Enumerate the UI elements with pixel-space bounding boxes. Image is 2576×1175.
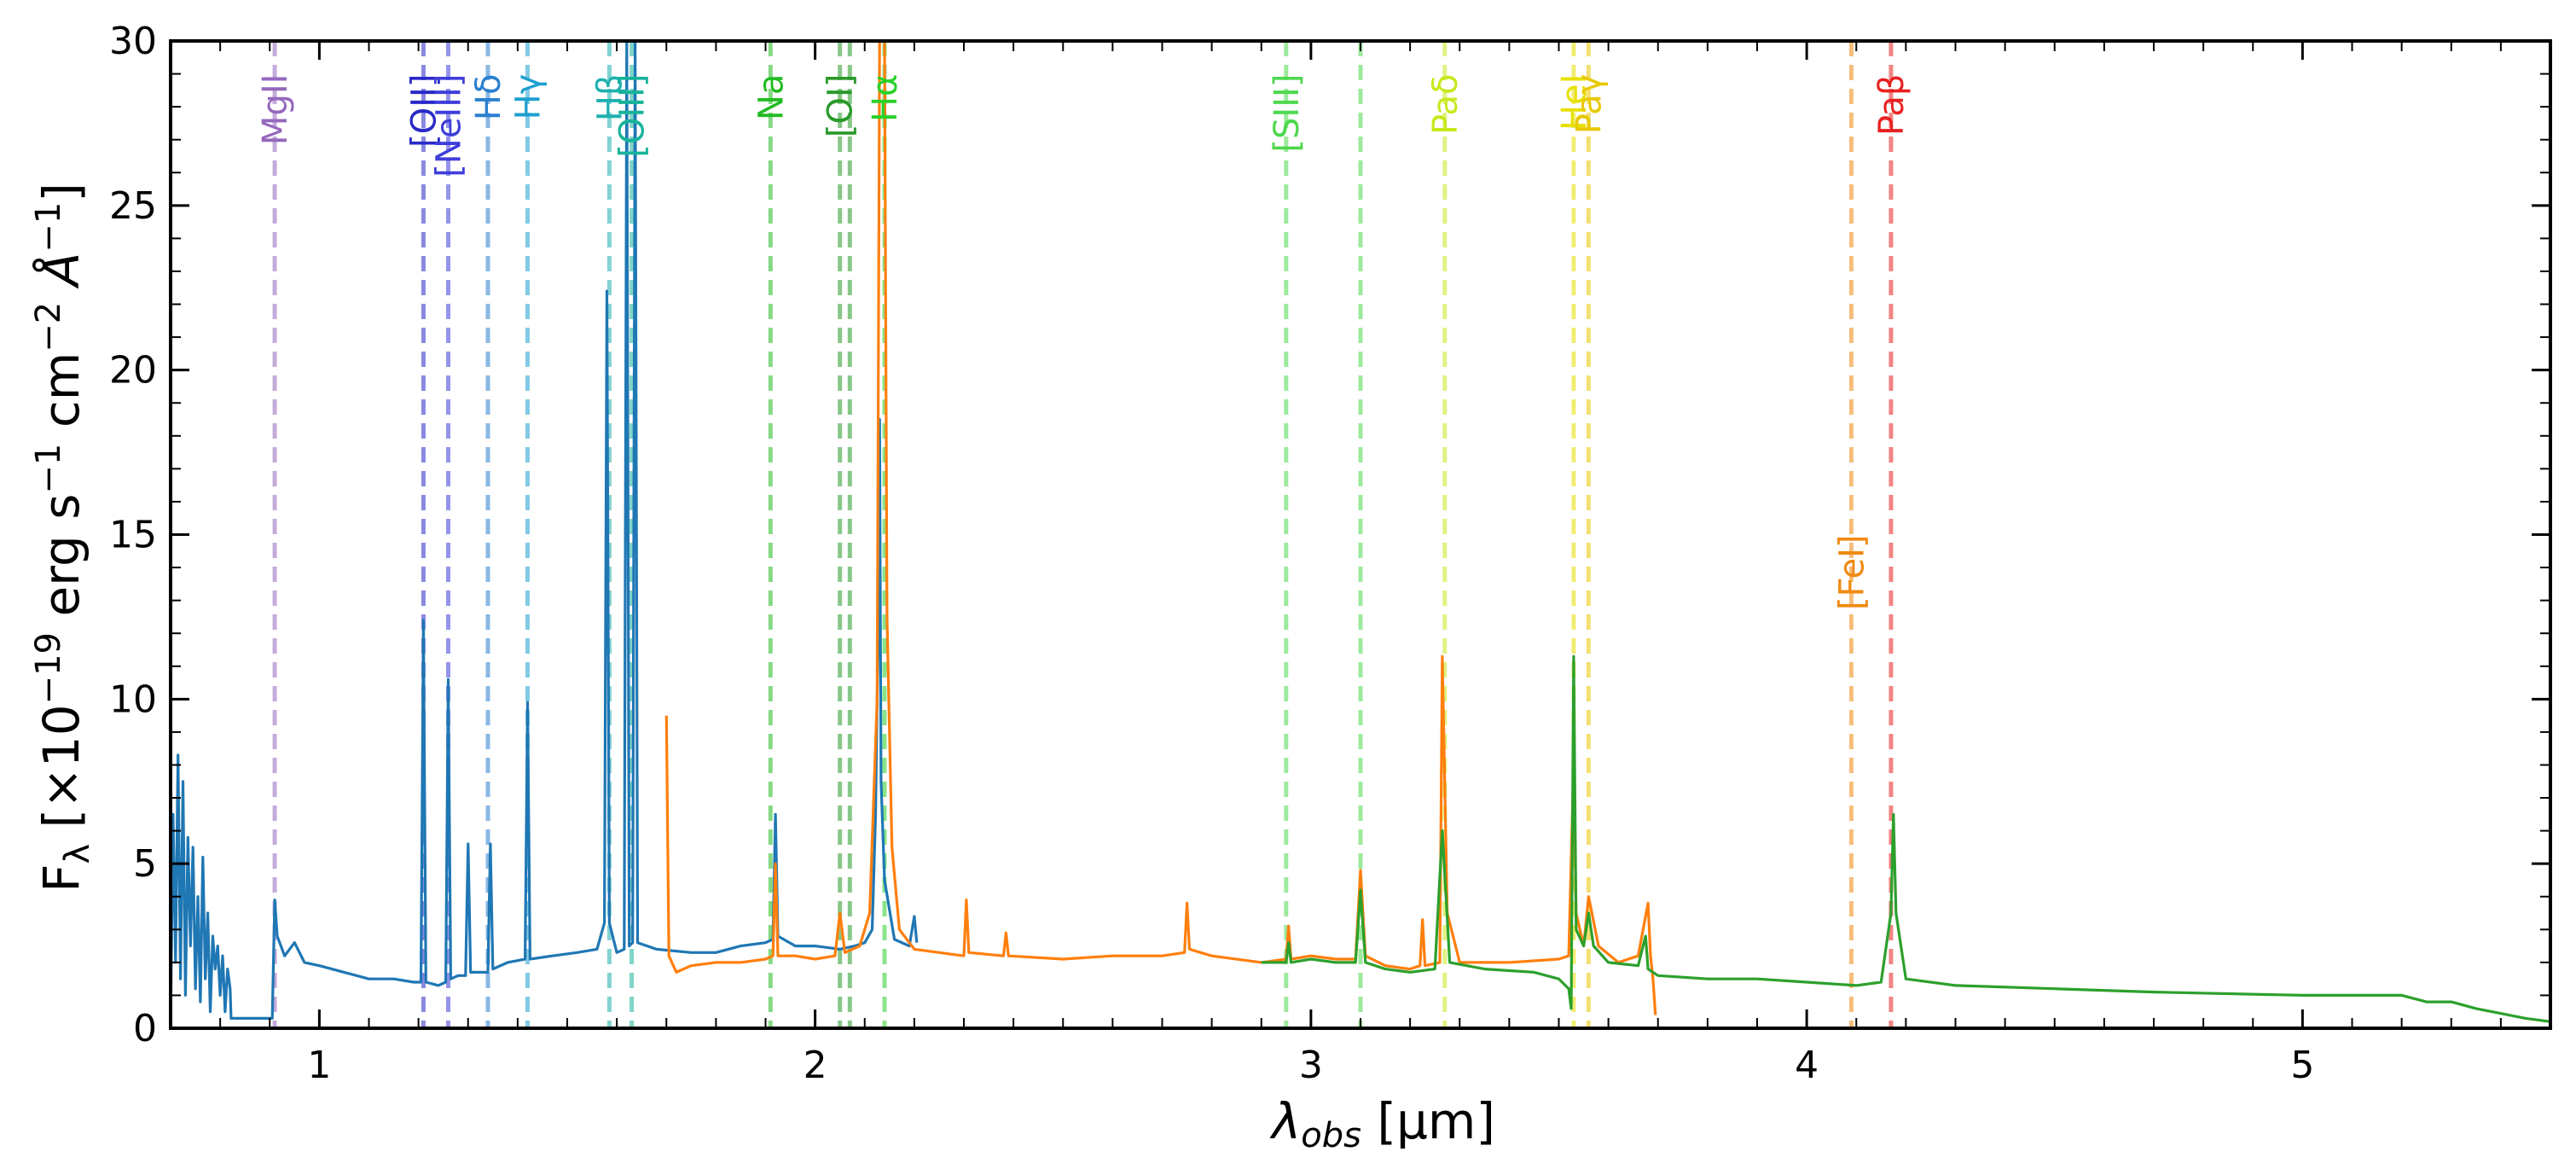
emission-label-10: Hα (866, 74, 905, 122)
emission-label-16: [FeI] (1832, 535, 1871, 610)
y-tick-label: 5 (133, 842, 157, 886)
emission-label-11: [SIII] (1268, 74, 1307, 153)
series-line-1 (171, 41, 919, 1022)
y-tick-label: 30 (109, 20, 157, 63)
axes-layer: 1 2 3 4 5 0 5 10 15 20 25 30 (109, 20, 2552, 1087)
x-axis-label: λobs [μm] (1269, 1092, 1495, 1155)
emission-label-13: Paδ (1426, 74, 1465, 135)
emission-label-15: Paγ (1569, 74, 1609, 135)
emission-label-3: Hδ (469, 74, 508, 121)
series-line-3 (1261, 654, 2550, 1023)
y-tick-label: 25 (109, 184, 157, 228)
emission-label-2: [NeIII] (430, 74, 469, 177)
emission-label-0: MgII (256, 74, 295, 146)
emission-label-8: [OI] (821, 74, 861, 138)
emission-labels-layer: MgII [OII][NeIII] Hδ Hγ Hβ[OIII] Na [OI] Hα [SII… (256, 74, 1912, 610)
y-tick-label: 10 (109, 678, 157, 721)
series-layer (171, 41, 2550, 1023)
emission-label-5: Hβ (590, 74, 629, 122)
emission-label-17: Paβ (1872, 74, 1912, 136)
y-tick-label: 15 (109, 514, 157, 557)
emission-lines-layer (272, 41, 1894, 1028)
x-tick-label: 4 (1795, 1044, 1819, 1087)
emission-label-4: Hγ (509, 74, 548, 120)
x-tick-label: 2 (804, 1044, 827, 1087)
x-tick-label: 1 (307, 1044, 331, 1087)
emission-label-7: Na (751, 74, 791, 120)
emission-label-1: [OII] (404, 74, 444, 148)
x-tick-label: 3 (1299, 1044, 1323, 1087)
y-axis-label: Fλ [×10−19 erg s−1 cm−2 Å−1] (29, 183, 97, 893)
emission-label-6: [OIII] (613, 74, 653, 158)
emission-label-14: HeI (1555, 74, 1594, 131)
x-tick-label: 5 (2290, 1044, 2314, 1087)
series-line-2 (664, 41, 1657, 1015)
y-tick-label: 0 (133, 1007, 157, 1050)
y-tick-label: 20 (109, 349, 157, 393)
